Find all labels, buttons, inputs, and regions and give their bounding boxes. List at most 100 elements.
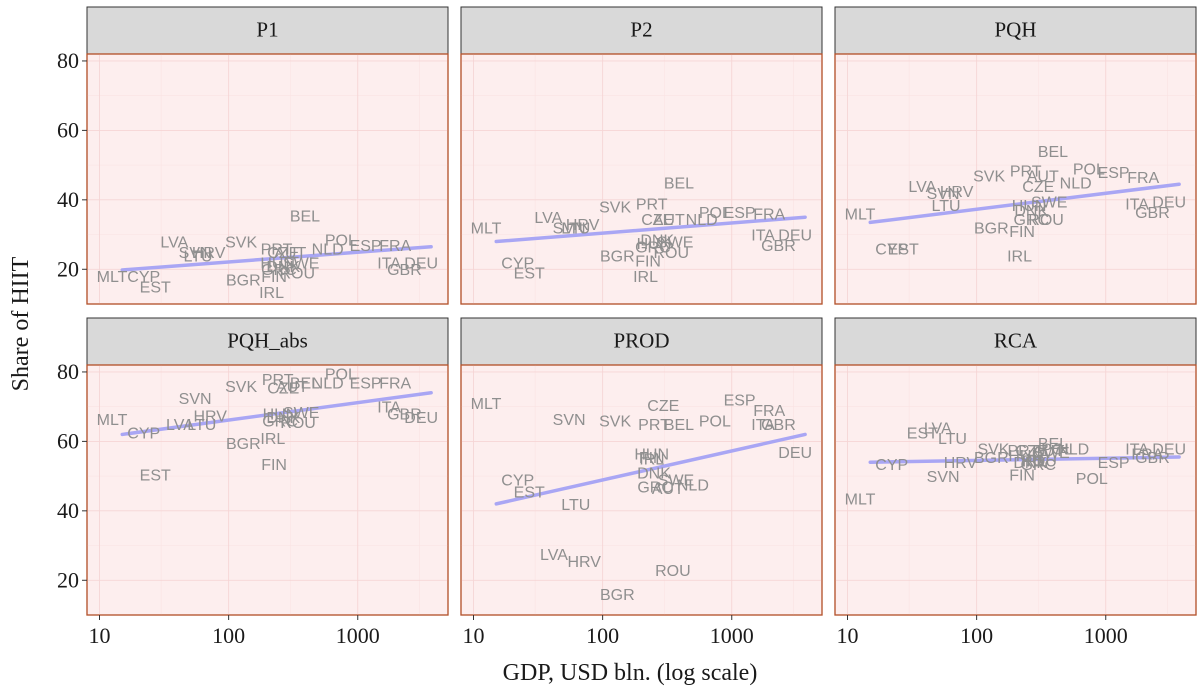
facet-strip-label: RCA [994, 328, 1038, 352]
point-label: MLT [845, 492, 876, 509]
point-label: FRA [1131, 446, 1163, 463]
point-label: SVN [179, 245, 212, 262]
point-label: DEU [404, 255, 438, 272]
point-label: GBR [761, 417, 796, 434]
point-label: LVA [540, 547, 568, 564]
point-label: HRV [193, 408, 227, 425]
x-tick-label: 10 [837, 623, 859, 648]
point-label: LTU [932, 198, 961, 215]
point-label: CYP [127, 269, 160, 286]
point-label: GRC [637, 479, 673, 496]
grid-lines [835, 365, 1196, 615]
point-label: GBR [761, 238, 796, 255]
point-label: CZE [267, 245, 299, 262]
panel-background [834, 364, 1197, 616]
point-label: IRL [1022, 453, 1047, 470]
point-label: DNK [1013, 455, 1047, 472]
point-label: NLD [686, 212, 718, 229]
point-label: SVK [599, 414, 631, 431]
point-label: POL [699, 414, 731, 431]
point-label: LTU [938, 431, 967, 448]
facet-strip-label: P2 [630, 17, 652, 41]
point-label: SWE [283, 255, 319, 272]
x-tick-label: 1000 [710, 623, 754, 648]
point-label: LTU [561, 497, 590, 514]
x-tick-label: 10 [89, 623, 111, 648]
y-tick-label: 40 [57, 187, 79, 212]
point-label: CZE [1015, 443, 1047, 460]
point-label: PRT [261, 241, 293, 258]
point-label: DEU [778, 445, 812, 462]
point-label: IRL [1007, 248, 1032, 265]
point-label: LTU [187, 417, 216, 434]
point-label: ROU [653, 245, 689, 262]
point-label: AUT [276, 379, 308, 396]
point-label: SVN [179, 391, 212, 408]
point-label: CZE [267, 381, 299, 398]
point-label: ROU [279, 266, 315, 283]
point-label: AUT [1027, 168, 1059, 185]
point-label: EST [514, 485, 545, 502]
point-label: FRA [753, 403, 785, 420]
point-label: DEU [404, 410, 438, 427]
point-label: ITA [1125, 196, 1149, 213]
point-label: GBR [1135, 205, 1170, 222]
point-label: DEU [778, 228, 812, 245]
y-tick-label: 80 [57, 48, 79, 73]
point-label: SVN [553, 221, 586, 238]
trend-line [120, 244, 433, 272]
point-label: SWE [1031, 195, 1067, 212]
point-label: ESP [350, 375, 382, 392]
point-label: ESP [350, 238, 382, 255]
point-label: POL [1041, 441, 1073, 458]
point-label: SVN [927, 186, 960, 203]
point-label: EST [140, 280, 171, 297]
point-label: EST [907, 426, 938, 443]
x-tick-label: 100 [212, 623, 245, 648]
point-label: HRV [192, 245, 226, 262]
point-label: ESP [724, 393, 756, 410]
point-label: DNK [266, 259, 300, 276]
point-label: EST [514, 266, 545, 283]
point-label: DNK [637, 466, 671, 483]
y-axis-title: Share of HIIT [8, 256, 34, 391]
point-label: FIN [1009, 224, 1035, 241]
point-label: DNK [266, 410, 300, 427]
point-label: ROU [1021, 453, 1057, 470]
point-label: LVA [160, 234, 188, 251]
point-label: CYP [127, 426, 160, 443]
facet-strip [834, 317, 1197, 366]
point-label: POL [699, 205, 731, 222]
y-tick-label: 20 [57, 256, 79, 281]
point-label: GBR [387, 407, 422, 424]
panel-border [460, 53, 823, 305]
point-label: FIN [261, 269, 287, 286]
facet-strip-label: P1 [256, 17, 278, 41]
point-label: NLD [1060, 175, 1092, 192]
point-label: LVA [166, 417, 194, 434]
point-label: FRA [379, 375, 411, 392]
facet-strip [86, 6, 449, 55]
point-label: ESP [1098, 165, 1130, 182]
point-label: AUT [653, 212, 685, 229]
point-label: NLD [312, 241, 344, 258]
point-label: SVK [973, 168, 1005, 185]
y-tick-label: 40 [57, 498, 79, 523]
point-label: BGR [600, 248, 635, 265]
point-label: GRC [1020, 457, 1056, 474]
point-label: MLT [97, 269, 128, 286]
point-label: FIN [639, 450, 665, 467]
facet-strip-label: PQH_abs [227, 328, 308, 352]
point-label: BEL [1038, 436, 1068, 453]
point-label: PRT [1007, 443, 1039, 460]
point-label: EST [888, 241, 919, 258]
point-label: NLD [1057, 441, 1089, 458]
point-label: AUT [1032, 443, 1064, 460]
point-label: HRV [566, 217, 600, 234]
point-label: MLT [471, 396, 502, 413]
trend-line [120, 391, 433, 437]
